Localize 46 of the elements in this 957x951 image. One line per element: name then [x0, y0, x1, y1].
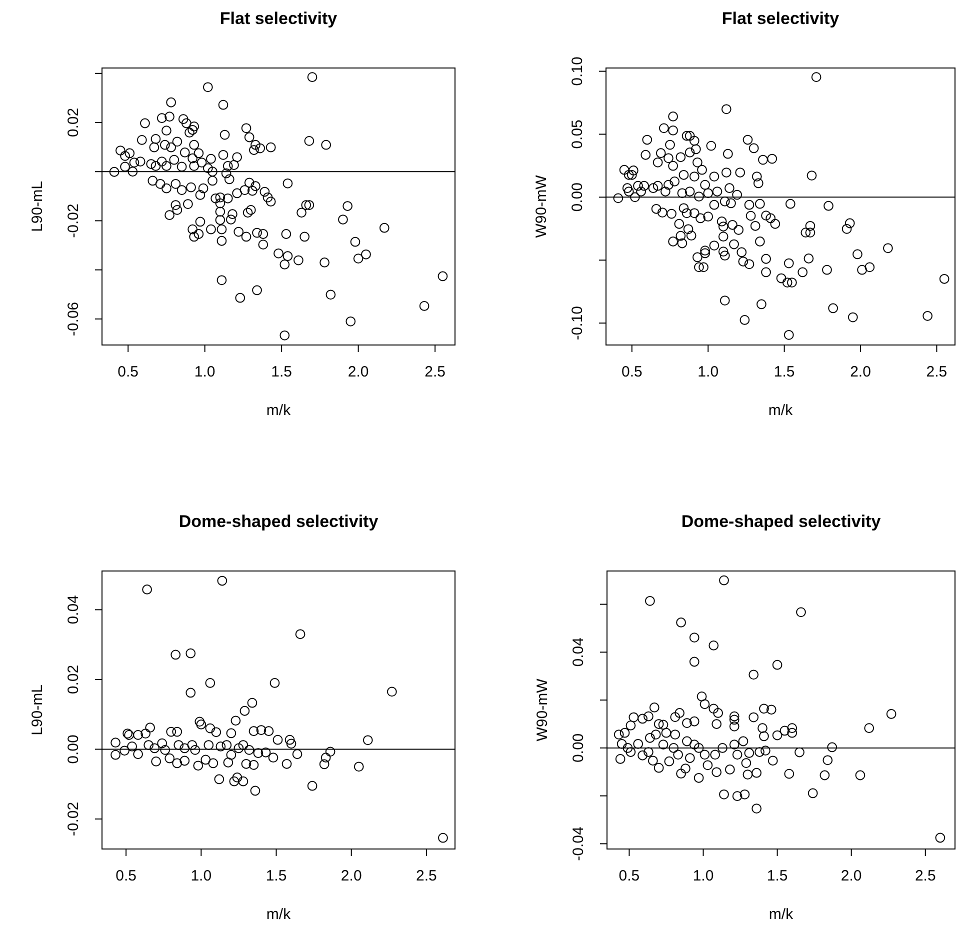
y-tick-label: -0.06 [65, 302, 82, 336]
y-tick-label: 0.04 [570, 638, 587, 667]
y-tick-label: 0.00 [570, 733, 587, 763]
y-axis-title: W90-mW [534, 678, 551, 742]
x-tick-label: 2.0 [840, 868, 862, 885]
x-tick-label: 0.5 [618, 868, 640, 885]
y-tick-label: 0.04 [65, 595, 82, 624]
y-tick-label: 0.05 [569, 120, 586, 149]
y-tick-label: -0.04 [570, 826, 587, 861]
x-tick-label: 1.5 [766, 868, 788, 885]
y-tick-label: -0.10 [569, 306, 586, 340]
y-tick-label: 0.02 [65, 664, 82, 694]
chart-title: Flat selectivity [220, 9, 338, 28]
x-tick-label: 1.0 [692, 868, 714, 885]
x-axis-title: m/k [266, 402, 292, 419]
y-axis-title: L90-mL [29, 684, 46, 736]
chart-title: Flat selectivity [722, 9, 840, 28]
x-axis-title: m/k [768, 906, 794, 923]
x-tick-label: 2.0 [348, 364, 369, 381]
x-tick-label: 0.5 [116, 868, 136, 885]
y-axis-title: W90-mW [533, 174, 550, 238]
x-tick-label: 1.0 [194, 364, 216, 381]
x-axis-title: m/k [768, 402, 794, 419]
x-tick-label: 2.5 [914, 868, 936, 885]
x-tick-label: 1.0 [698, 364, 719, 381]
x-tick-label: 2.5 [416, 868, 437, 885]
y-tick-label: 0.02 [65, 108, 82, 138]
x-axis-title: m/k [266, 906, 292, 923]
x-tick-label: 1.0 [190, 868, 212, 885]
x-tick-label: 2.5 [424, 364, 446, 381]
y-axis-title: L90-mL [29, 181, 46, 232]
y-tick-label: -0.02 [65, 204, 82, 238]
y-tick-label: 0.10 [569, 56, 586, 86]
y-tick-label: 0.00 [65, 734, 82, 764]
y-tick-label: 0.00 [569, 182, 586, 212]
x-tick-label: 2.0 [850, 364, 871, 381]
x-tick-label: 1.5 [271, 364, 292, 381]
y-tick-label: -0.02 [65, 802, 82, 836]
chart-title: Dome-shaped selectivity [681, 512, 882, 531]
x-tick-label: 0.5 [621, 364, 642, 381]
x-tick-label: 1.5 [774, 364, 795, 381]
chart-title: Dome-shaped selectivity [178, 512, 379, 531]
x-tick-label: 0.5 [118, 364, 139, 381]
x-tick-label: 2.0 [340, 868, 362, 885]
x-tick-label: 1.5 [266, 868, 287, 885]
x-tick-label: 2.5 [926, 364, 948, 381]
